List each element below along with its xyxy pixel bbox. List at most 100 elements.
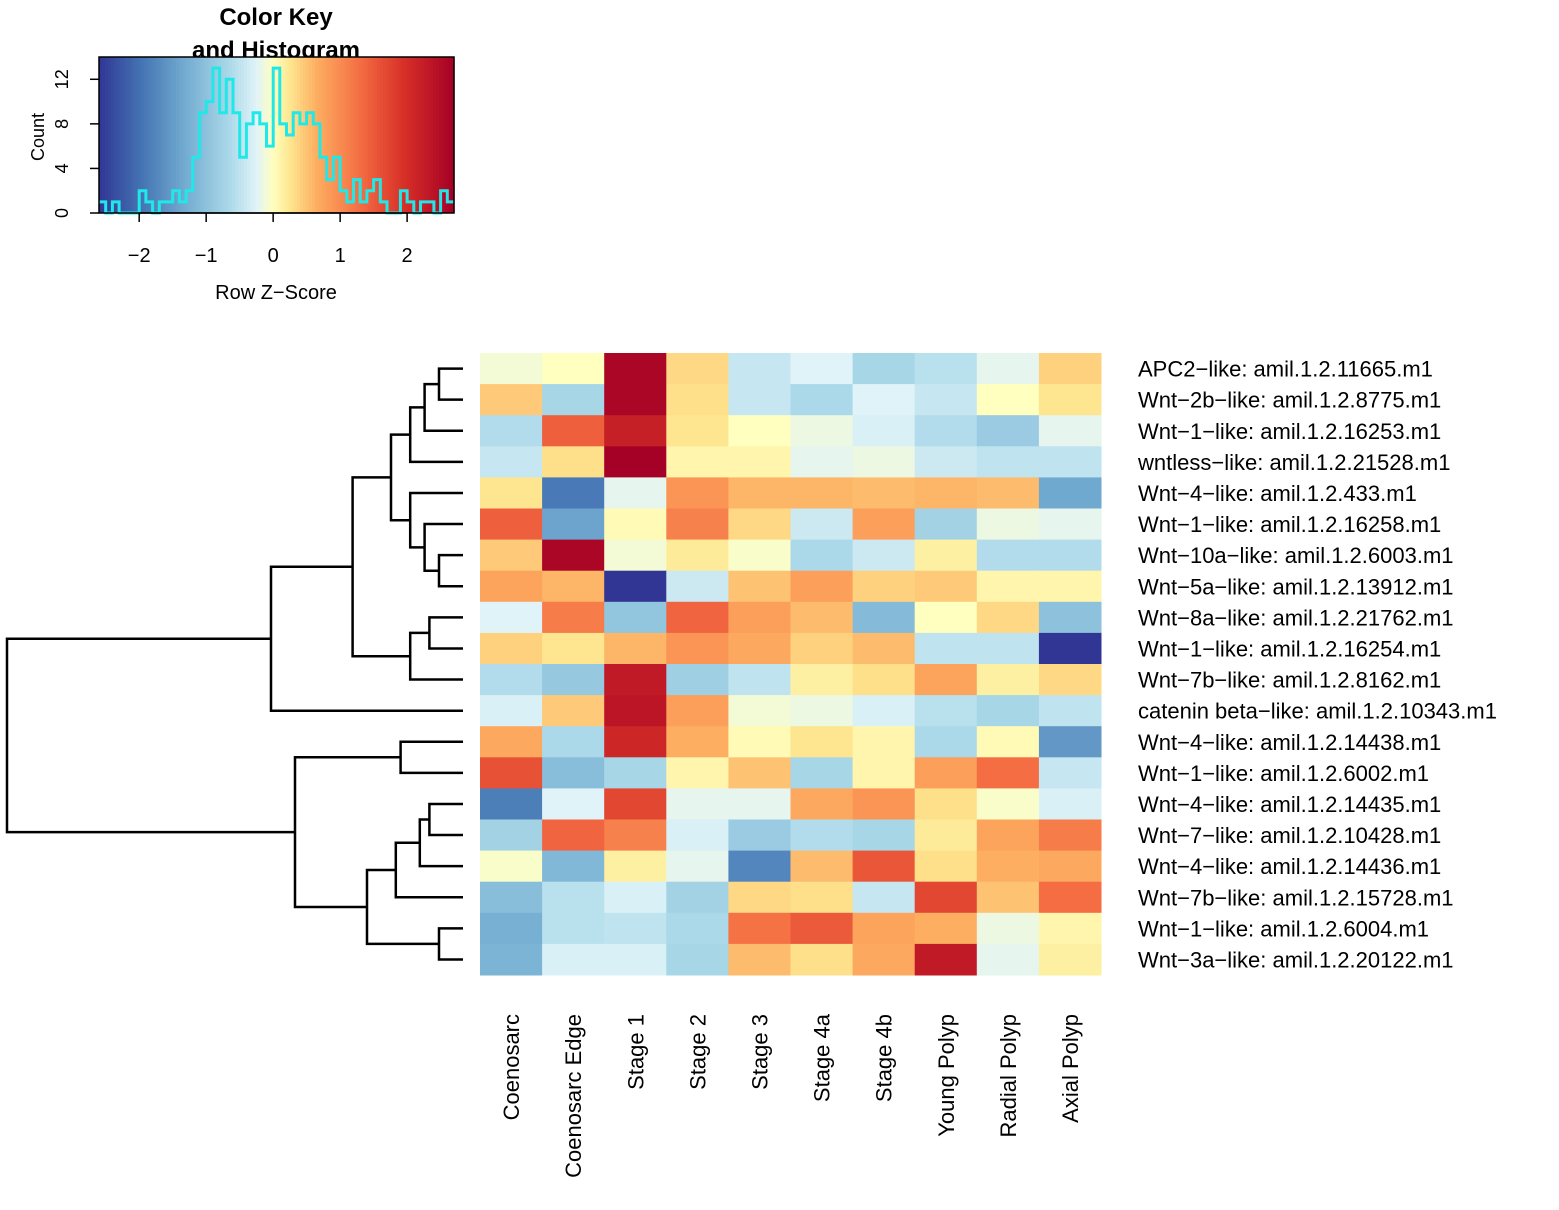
heatmap-cell: [914, 570, 978, 603]
key-gradient-strip: [190, 57, 195, 213]
heatmap-cell: [790, 570, 854, 603]
heatmap-cell: [914, 415, 978, 447]
key-gradient-strip: [400, 57, 405, 213]
heatmap-cell: [1038, 912, 1102, 945]
key-gradient-strip: [208, 57, 213, 213]
heatmap-cell: [604, 788, 667, 820]
key-gradient-strip: [178, 57, 183, 213]
dendrogram-branch: [365, 868, 439, 946]
heatmap-cell: [1038, 601, 1102, 634]
row-label: Wnt−8a−like: amil.1.2.21762.m1: [1138, 605, 1454, 630]
column-label: Coenosarc: [499, 1014, 524, 1120]
key-gradient-strip: [202, 57, 207, 213]
heatmap-cell: [976, 477, 1040, 509]
heatmap-cell: [728, 819, 791, 852]
key-gradient-strip: [279, 57, 284, 213]
heatmap-cell: [914, 943, 978, 976]
heatmap-cell: [914, 539, 978, 572]
heatmap-cell: [480, 819, 543, 852]
key-gradient-strip: [175, 57, 180, 213]
dendrogram-branch: [399, 740, 463, 775]
key-gradient-strip: [258, 57, 263, 213]
key-y-tick-label: 4: [52, 163, 72, 173]
heatmap-cell: [852, 508, 916, 541]
key-gradient-strip: [267, 57, 272, 213]
heatmap-cell: [604, 508, 667, 541]
key-gradient-strip: [172, 57, 177, 213]
heatmap-cell: [790, 601, 854, 634]
heatmap-cell: [604, 570, 667, 603]
column-label: Coenosarc Edge: [561, 1014, 586, 1178]
heatmap-cell: [976, 601, 1040, 634]
heatmap-cells: [480, 353, 1102, 976]
key-gradient-strip: [380, 57, 384, 213]
heatmap-cell: [542, 539, 605, 572]
dendrogram-branch: [389, 433, 411, 522]
key-x-axis: −2 −1 0 1 2: [128, 212, 413, 267]
heatmap-cell: [1038, 881, 1102, 914]
heatmap-cell: [1038, 384, 1102, 416]
heatmap-cell: [666, 570, 729, 603]
heatmap-cell: [976, 539, 1040, 572]
key-gradient-strip: [445, 57, 449, 213]
row-label: Wnt−4−like: amil.1.2.14436.m1: [1138, 854, 1441, 879]
heatmap-cell: [914, 446, 978, 478]
heatmap-cell: [542, 881, 605, 914]
key-gradient-strip: [374, 57, 378, 213]
heatmap-cell: [1038, 788, 1102, 820]
key-gradient-strip: [164, 57, 168, 213]
heatmap-cell: [728, 881, 791, 914]
key-gradient-strip: [359, 57, 363, 213]
key-gradient-strip: [101, 57, 106, 213]
heatmap-cell: [480, 881, 543, 914]
key-gradient-strip: [391, 57, 396, 213]
row-label: Wnt−4−like: amil.1.2.14435.m1: [1138, 792, 1441, 817]
heatmap-cell: [542, 695, 605, 727]
key-gradient-strip: [303, 57, 307, 213]
heatmap-cell: [666, 912, 729, 945]
heatmap-cell: [976, 695, 1040, 727]
heatmap-cell: [976, 912, 1040, 945]
key-gradient-strip: [439, 57, 443, 213]
key-gradient-strip: [276, 57, 281, 213]
heatmap-cell: [542, 570, 605, 603]
heatmap-cell: [852, 632, 916, 665]
heatmap-cell: [728, 353, 791, 385]
key-gradient-strip: [320, 57, 325, 213]
heatmap-cell: [480, 726, 543, 758]
key-gradient-strip: [430, 57, 434, 213]
heatmap-cell: [480, 912, 543, 945]
heatmap-cell: [542, 819, 605, 852]
heatmap-cell: [1038, 415, 1102, 447]
dendrogram-branch: [293, 756, 401, 909]
key-gradient-strip: [415, 57, 420, 213]
key-gradient-strip: [273, 57, 278, 213]
heatmap-cell: [790, 353, 854, 385]
heatmap-cell: [728, 508, 791, 541]
heatmap-cell: [852, 881, 916, 914]
heatmap-cell: [666, 664, 729, 696]
heatmap-cell: [790, 943, 854, 976]
dendrogram-branch: [437, 553, 463, 588]
key-gradient-strip: [368, 57, 372, 213]
heatmap-cell: [1038, 570, 1102, 603]
heatmap-cell: [976, 353, 1040, 385]
key-gradient-strip: [383, 57, 387, 213]
dendrogram-branch: [423, 382, 463, 433]
key-gradient-strip: [134, 57, 139, 213]
key-gradient-strip: [146, 57, 150, 213]
heatmap-cell: [604, 695, 667, 727]
key-gradient-strip: [326, 57, 331, 213]
key-gradient-strip: [113, 57, 118, 213]
key-gradient-strip: [223, 57, 227, 213]
heatmap-cell: [604, 477, 667, 509]
column-label: Stage 3: [748, 1014, 773, 1090]
heatmap-cell: [480, 508, 543, 541]
heatmap-cell: [852, 570, 916, 603]
key-gradient-strip: [406, 57, 411, 213]
key-gradient-strip: [187, 57, 192, 213]
heatmap-cell: [852, 943, 916, 976]
heatmap-cell: [1038, 695, 1102, 727]
heatmap-cell: [480, 788, 543, 820]
key-gradient-strip: [442, 57, 446, 213]
